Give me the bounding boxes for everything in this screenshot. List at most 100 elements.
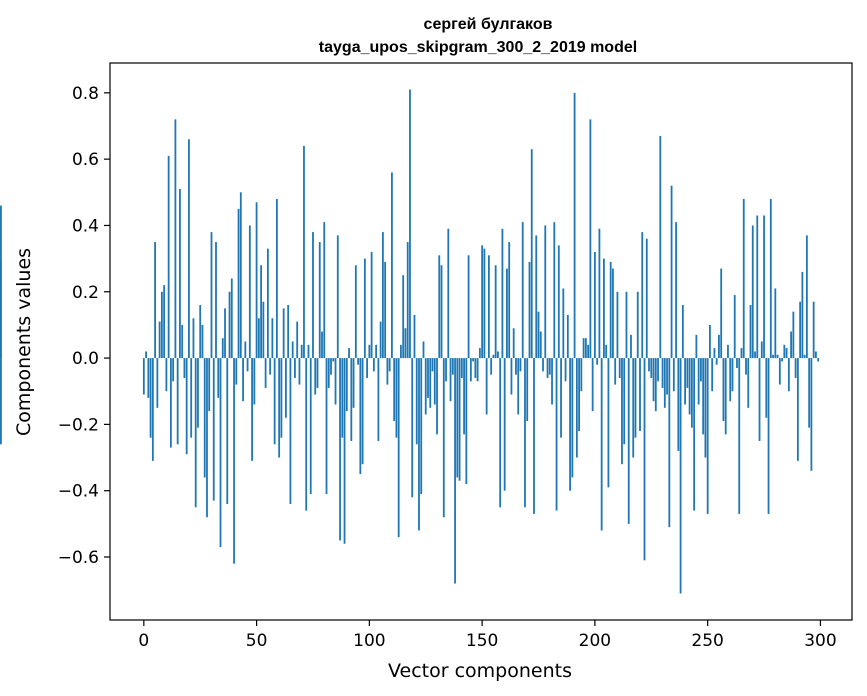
bar-component-63: [285, 358, 287, 418]
bar-component-286: [787, 358, 790, 392]
bar-component-99: [366, 358, 368, 378]
bar-component-18: [183, 358, 186, 378]
bar-component-148: [476, 358, 479, 382]
bar-component-39: [230, 278, 233, 359]
bar-component-142: [463, 358, 465, 435]
bar-component-268: [747, 358, 750, 408]
bar-component-256: [720, 268, 723, 359]
bar-component-138: [454, 358, 456, 584]
bar-component-180: [548, 358, 551, 375]
bar-component-81: [325, 358, 328, 495]
bar-component-238: [679, 358, 682, 594]
bar-component-155: [492, 354, 495, 359]
bar-component-202: [598, 228, 601, 359]
bar-component-291: [799, 301, 802, 359]
bar-component-47: [248, 225, 251, 359]
bar-component-199: [591, 358, 594, 412]
bar-component-204: [603, 258, 605, 359]
bar-component-80: [323, 222, 326, 359]
bar-component-37: [226, 358, 229, 504]
bar-component-221: [641, 232, 644, 359]
bar-component-97: [361, 358, 364, 465]
bar-component-31: [212, 358, 215, 501]
bar-component-196: [584, 338, 587, 359]
bar-component-146: [472, 358, 474, 362]
bar-component-23: [194, 358, 197, 508]
bar-component-150: [481, 245, 484, 359]
bar-component-208: [612, 268, 614, 359]
bar-component-16: [179, 188, 181, 359]
bar-component-88: [341, 358, 344, 438]
bar-component-174: [535, 235, 538, 359]
bar-component-178: [544, 225, 547, 359]
bar-component-207: [609, 261, 612, 359]
bar-component-261: [731, 358, 734, 392]
bar-component-168: [521, 222, 524, 359]
bar-component-214: [625, 291, 628, 359]
bar-component-298: [815, 351, 817, 359]
bar-component-165: [515, 358, 517, 375]
y-tick-label: −0.4: [58, 482, 99, 502]
bar-component-79: [321, 331, 323, 359]
bar-component-58: [273, 358, 276, 445]
bar-component-153: [487, 255, 490, 359]
bar-component-71: [303, 145, 305, 359]
bar-component-161: [506, 268, 508, 359]
bar-component-133: [442, 358, 445, 518]
bar-component-104: [377, 358, 380, 441]
bar-component-17: [181, 324, 184, 359]
bar-component-245: [695, 334, 698, 359]
bar-component-137: [451, 358, 454, 375]
bar-component-9: [163, 285, 166, 359]
bar-component-69: [298, 358, 301, 385]
bar-component-29: [208, 358, 211, 412]
bar-component-279: [772, 354, 774, 359]
bar-component-189: [569, 358, 571, 491]
bar-component-136: [449, 358, 452, 402]
bar-component-134: [445, 358, 447, 382]
bar-component-239: [681, 305, 684, 359]
bar-component-140: [458, 358, 461, 481]
bar-component-247: [699, 358, 702, 382]
bar-component-10: [165, 358, 168, 392]
bar-component-186: [562, 288, 565, 359]
bar-component-231: [663, 358, 666, 408]
x-tick-label: 150: [466, 631, 498, 651]
bar-component-287: [790, 331, 792, 359]
bar-component-264: [738, 358, 741, 514]
bar-component-11: [167, 155, 170, 359]
bar-component-299: [817, 358, 820, 362]
bar-component-12: [169, 358, 172, 448]
bar-component-106: [381, 232, 384, 359]
bar-component-57: [271, 318, 274, 359]
bar-component-171: [528, 261, 531, 359]
chart-subtitle: tayga_upos_skipgram_300_2_2019 model: [319, 39, 637, 56]
bar-component-217: [632, 358, 635, 458]
bar-component-273: [758, 358, 761, 441]
bar-component-176: [539, 331, 542, 359]
bar-component-73: [307, 344, 310, 359]
bar-component-74: [309, 358, 312, 495]
bar-component-125: [424, 358, 427, 415]
bar-component-242: [688, 358, 691, 415]
bar-component-108: [386, 358, 389, 385]
bar-component-175: [537, 311, 540, 359]
bar-component-139: [456, 358, 459, 478]
bar-component-90: [345, 358, 348, 412]
bar-component-84: [332, 358, 335, 362]
bar-component-254: [715, 358, 718, 365]
bar-component-184: [557, 245, 560, 359]
bar-component-160: [503, 358, 506, 491]
bar-component-3: [149, 358, 152, 438]
bar-component-101: [370, 251, 373, 359]
bar-component-294: [805, 235, 808, 359]
bar-component-4: [151, 358, 154, 461]
bar-component-219: [636, 291, 639, 359]
bar-component-119: [411, 358, 414, 498]
bar-component-78: [318, 242, 321, 359]
bar-component-59: [275, 198, 278, 359]
bar-component-274: [760, 341, 763, 359]
x-axis-ticks: 0 50 100 150 200 250 300: [138, 620, 837, 651]
bar-component-179: [546, 358, 549, 378]
bar-component-290: [796, 358, 799, 461]
